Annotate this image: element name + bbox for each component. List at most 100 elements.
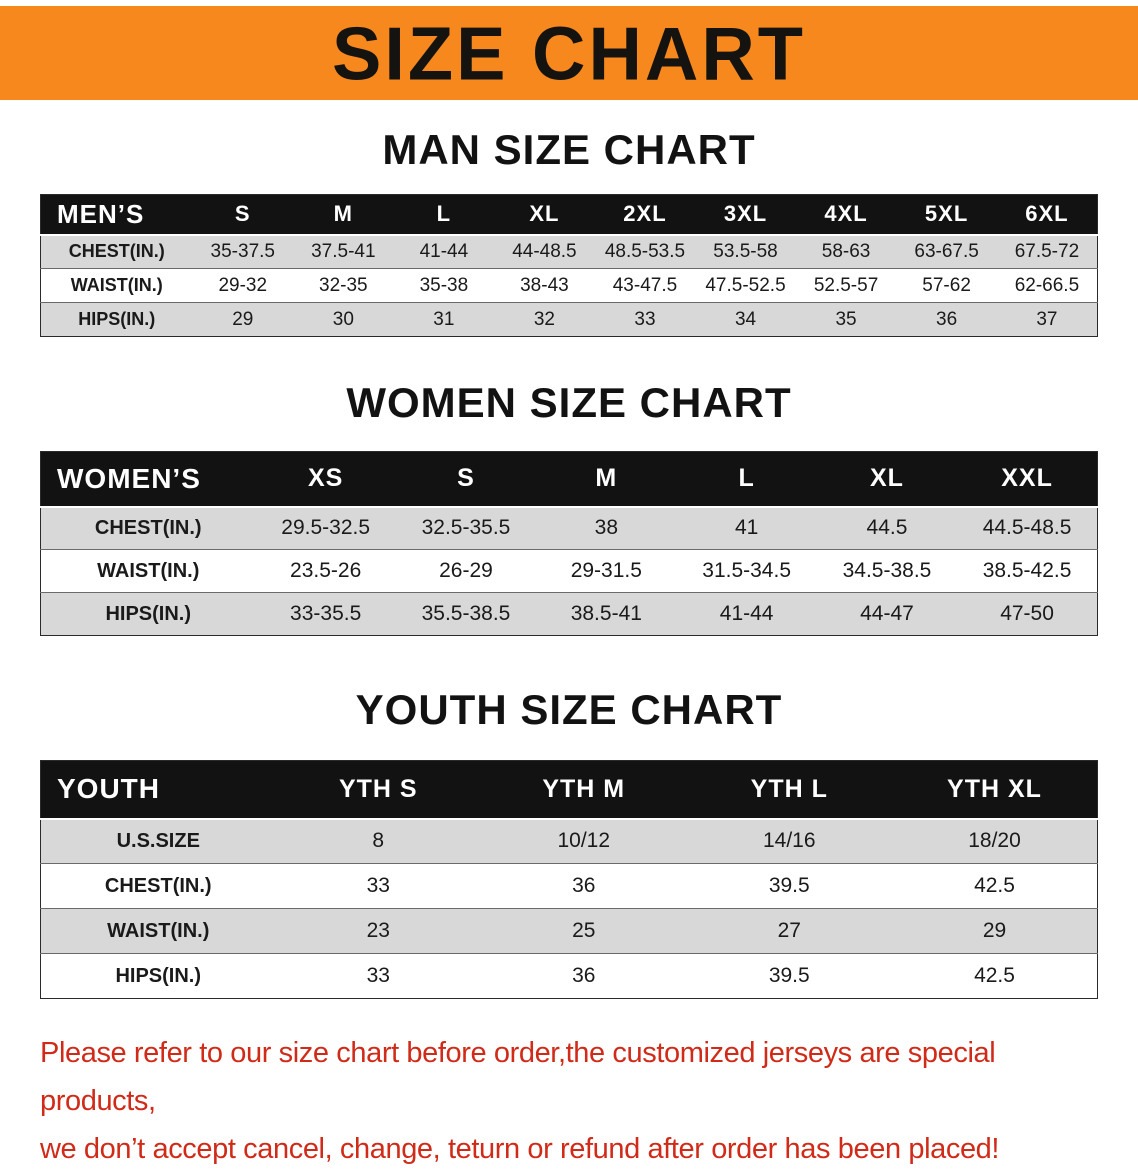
- disclaimer-line-1: Please refer to our size chart before or…: [40, 1037, 996, 1117]
- measurement-value-cell: 39.5: [768, 964, 810, 987]
- measurement-value-cell: 32: [533, 308, 555, 330]
- measurement-value-cell: 41-44: [419, 240, 469, 262]
- measurement-label-cell: CHEST(IN.): [68, 241, 165, 262]
- table-row: CHEST(IN.) 29.5-32.5 32.5-35.5 38 41 44.5 44.5…: [40, 506, 1098, 550]
- measurement-value-cell: 35.5-38.5: [421, 602, 511, 625]
- table-row: WAIST(IN.) 23 25 27 29: [40, 908, 1098, 954]
- page-title: SIZE CHART: [332, 10, 806, 96]
- size-header-cell: YTH XL: [892, 760, 1098, 819]
- measurement-value-cell: 33: [634, 308, 656, 330]
- measurement-value-cell: 39.5: [768, 874, 810, 897]
- measurement-label-cell: HIPS(IN.): [105, 602, 192, 625]
- size-header-cell: M: [293, 194, 394, 235]
- measurement-value-cell: 23.5-26: [290, 559, 362, 582]
- measurement-label-cell: WAIST(IN.): [70, 275, 163, 295]
- measurement-value-cell: 41-44: [719, 602, 774, 625]
- measurement-value-cell: 35-37.5: [210, 240, 275, 262]
- table-header-row: YOUTH YTH S YTH M YTH L YTH XL: [40, 760, 1098, 819]
- measurement-value-cell: 34.5-38.5: [842, 559, 932, 582]
- measurement-value-cell: 63-67.5: [914, 240, 979, 262]
- banner: SIZE CHART: [0, 6, 1138, 100]
- table-row: WAIST(IN.) 23.5-26 26-29 29-31.5 31.5-34.5 34…: [40, 549, 1098, 593]
- measurement-value-cell: 62-66.5: [1014, 274, 1080, 296]
- size-header-cell: S: [192, 194, 294, 235]
- disclaimer-line-2: we don’t accept cancel, change, teturn o…: [40, 1133, 1000, 1165]
- measurement-label-cell: HIPS(IN.): [115, 964, 202, 987]
- table-row: HIPS(IN.) 33-35.5 35.5-38.5 38.5-41 41-44 44-…: [40, 592, 1098, 636]
- size-header-cell: XS: [255, 451, 396, 507]
- youth-size-chart-heading: YOUTH SIZE CHART: [355, 686, 783, 733]
- table-title-cell: WOMEN’S: [40, 451, 256, 507]
- measurement-value-cell: 31: [433, 308, 455, 330]
- women-size-section: WOMEN SIZE CHART WOMEN’S XS S M L XL XXL CHEST(…: [0, 379, 1138, 636]
- size-header-cell: 2XL: [594, 194, 696, 235]
- measurement-value-cell: 36: [936, 308, 958, 330]
- size-header-cell: XL: [494, 194, 595, 235]
- size-header-cell: 3XL: [695, 194, 796, 235]
- size-header-cell: YTH S: [275, 760, 481, 819]
- measurement-value-cell: 31.5-34.5: [702, 559, 792, 582]
- measurement-value-cell: 67.5-72: [1014, 240, 1080, 262]
- measurement-label-cell: CHEST(IN.): [94, 516, 202, 539]
- measurement-value-cell: 32.5-35.5: [421, 516, 511, 540]
- measurement-value-cell: 32-35: [319, 274, 368, 296]
- measurement-value-cell: 18/20: [968, 829, 1021, 853]
- size-header-cell: 6XL: [996, 194, 1098, 235]
- measurement-value-cell: 57-62: [922, 274, 971, 296]
- measurement-value-cell: 44-47: [860, 602, 914, 625]
- man-size-chart-heading: MAN SIZE CHART: [382, 126, 756, 173]
- size-header-cell: YTH L: [686, 760, 892, 819]
- measurement-label-cell: CHEST(IN.): [104, 874, 212, 897]
- table-row: CHEST(IN.) 35-37.5 37.5-41 41-44 44-48.5 48.5…: [40, 234, 1098, 269]
- measurement-label-cell: U.S.SIZE: [116, 829, 200, 852]
- measurement-value-cell: 29-31.5: [570, 559, 642, 582]
- measurement-value-cell: 37: [1036, 308, 1058, 330]
- youth-size-table: YOUTH YTH S YTH M YTH L YTH XL U.S.SIZE 8 10/12…: [40, 760, 1098, 999]
- women-size-table: WOMEN’S XS S M L XL XXL CHEST(IN.) 29.5-32.5 32.5…: [40, 451, 1098, 636]
- measurement-label-cell: WAIST(IN.): [97, 559, 200, 582]
- measurement-value-cell: 33-35.5: [290, 602, 362, 625]
- measurement-value-cell: 33: [366, 964, 390, 987]
- measurement-value-cell: 35-38: [419, 274, 469, 296]
- measurement-label-cell: HIPS(IN.): [78, 309, 156, 329]
- men-size-table: MEN’S S M L XL 2XL 3XL 4XL 5XL 6XL CHEST(IN.) 35-37…: [40, 194, 1098, 337]
- measurement-value-cell: 25: [572, 919, 596, 942]
- measurement-value-cell: 44-48.5: [512, 240, 577, 262]
- table-header-row: MEN’S S M L XL 2XL 3XL 4XL 5XL 6XL: [40, 194, 1098, 235]
- table-title-cell: MEN’S: [40, 194, 193, 235]
- measurement-value-cell: 8: [372, 829, 385, 853]
- measurement-value-cell: 42.5: [974, 964, 1015, 987]
- man-size-section: MAN SIZE CHART MEN’S S M L XL 2XL 3XL 4XL 5XL 6XL…: [0, 126, 1138, 337]
- measurement-value-cell: 44.5-48.5: [982, 516, 1072, 540]
- measurement-value-cell: 36: [572, 964, 596, 987]
- measurement-value-cell: 37.5-41: [311, 240, 376, 262]
- measurement-value-cell: 26-29: [439, 559, 493, 582]
- measurement-value-cell: 10/12: [557, 829, 611, 853]
- table-header-row: WOMEN’S XS S M L XL XXL: [40, 451, 1098, 507]
- measurement-value-cell: 47.5-52.5: [705, 274, 786, 296]
- measurement-value-cell: 53.5-58: [713, 240, 778, 262]
- size-header-cell: 5XL: [896, 194, 997, 235]
- table-row: HIPS(IN.) 29 30 31 32 33 34 35 36 37: [40, 302, 1098, 337]
- table-row: WAIST(IN.) 29-32 32-35 35-38 38-43 43-47.5 47.…: [40, 268, 1098, 303]
- measurement-value-cell: 47-50: [1000, 602, 1054, 625]
- measurement-value-cell: 43-47.5: [612, 274, 678, 296]
- measurement-value-cell: 48.5-53.5: [604, 240, 686, 262]
- size-header-cell: XL: [816, 451, 958, 507]
- measurement-value-cell: 30: [332, 308, 354, 330]
- women-size-chart-heading: WOMEN SIZE CHART: [346, 379, 792, 426]
- measurement-value-cell: 23: [366, 919, 390, 942]
- measurement-value-cell: 33: [366, 874, 390, 897]
- size-header-cell: L: [393, 194, 495, 235]
- table-row: CHEST(IN.) 33 36 39.5 42.5: [40, 863, 1098, 909]
- measurement-value-cell: 36: [572, 874, 596, 897]
- size-header-cell: 4XL: [795, 194, 897, 235]
- measurement-value-cell: 29.5-32.5: [281, 516, 371, 540]
- measurement-value-cell: 14/16: [762, 829, 816, 853]
- size-header-cell: S: [395, 451, 537, 507]
- disclaimer: Please refer to our size chart before or…: [40, 1029, 1098, 1173]
- measurement-value-cell: 29: [982, 919, 1007, 942]
- table-row: HIPS(IN.) 33 36 39.5 42.5: [40, 953, 1098, 999]
- youth-size-section: YOUTH SIZE CHART YOUTH YTH S YTH M YTH L YTH…: [0, 686, 1138, 999]
- measurement-value-cell: 38.5-42.5: [982, 559, 1072, 582]
